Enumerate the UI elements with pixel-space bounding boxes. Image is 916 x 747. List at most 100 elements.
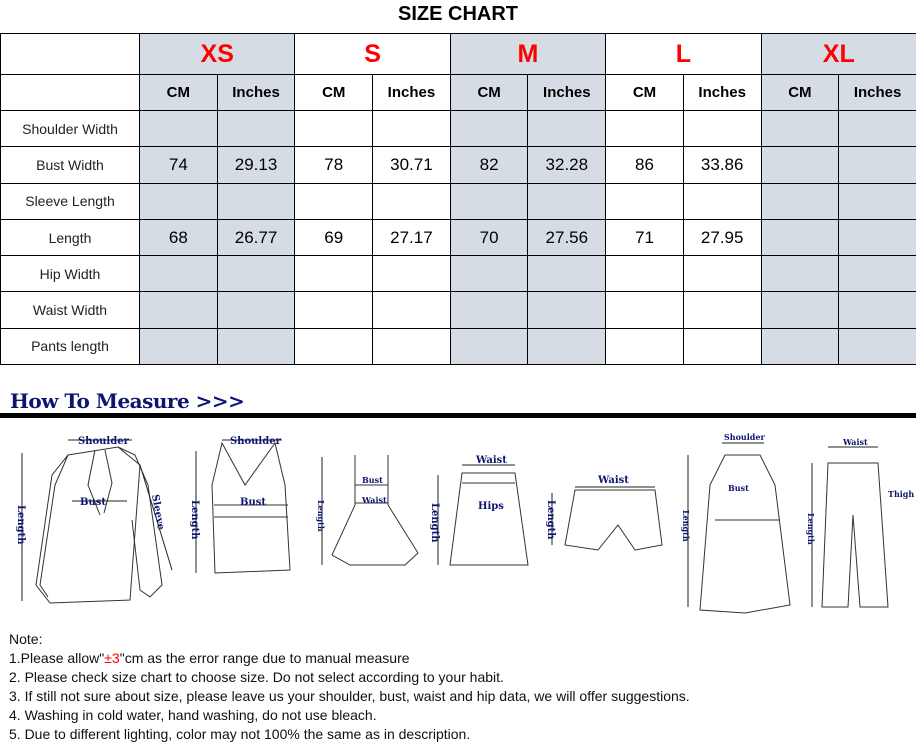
measurement-cell: 29.13 bbox=[216, 146, 296, 184]
size-chart-table: XS S M L XL CM Inches CM Inches CM Inches CM Inches C… bbox=[0, 33, 916, 366]
measurement-cell bbox=[760, 291, 840, 329]
measurement-cell bbox=[216, 255, 296, 293]
measurement-cell: 70 bbox=[449, 218, 529, 257]
measurement-cell bbox=[527, 291, 607, 329]
skirt-illustration bbox=[437, 464, 529, 566]
label-length: Length bbox=[806, 513, 816, 545]
label-shoulder: Shoulder bbox=[724, 432, 765, 442]
measurement-cell bbox=[760, 146, 840, 184]
shorts-illustration bbox=[551, 486, 663, 551]
pants-illustration bbox=[811, 446, 889, 608]
measurement-cell: 71 bbox=[605, 218, 684, 257]
measurement-cell bbox=[682, 291, 762, 329]
row-label: Bust Width bbox=[0, 146, 140, 184]
label-hips: Hips bbox=[478, 501, 504, 512]
measurement-cell bbox=[760, 218, 840, 257]
measurement-cell bbox=[139, 327, 218, 366]
measurement-cell bbox=[682, 255, 762, 293]
coat-illustration bbox=[687, 442, 791, 614]
notes-heading: Note: bbox=[9, 631, 43, 647]
unit-header-row: CM Inches CM Inches CM Inches CM Inches CM Inches bbox=[0, 74, 916, 111]
measurement-cell bbox=[682, 109, 762, 148]
notes: Note: 1.Please allow"±3"cm as the error … bbox=[9, 630, 690, 744]
measurement-cell bbox=[838, 109, 916, 148]
measurement-cell bbox=[527, 255, 607, 293]
size-header-s: S bbox=[294, 33, 451, 75]
measurement-cell bbox=[838, 291, 916, 329]
unit-header: CM bbox=[449, 74, 529, 111]
unit-header: Inches bbox=[216, 74, 296, 111]
measurement-cell: 82 bbox=[449, 146, 529, 184]
measurement-cell bbox=[294, 182, 374, 220]
measurement-cell bbox=[605, 182, 684, 220]
measurement-cell bbox=[838, 182, 916, 220]
measurement-cell bbox=[139, 255, 218, 293]
table-row: Length 68 26.77 69 27.17 70 27.56 71 27.95 bbox=[0, 218, 916, 257]
label-waist: Waist bbox=[361, 495, 387, 505]
label-waist: Waist bbox=[842, 437, 868, 447]
unit-header: Inches bbox=[838, 74, 916, 111]
table-row: Hip Width bbox=[0, 255, 916, 293]
note-5: 5. Due to different lighting, color may … bbox=[9, 726, 471, 742]
measurement-cell bbox=[294, 109, 374, 148]
measurement-cell bbox=[605, 109, 684, 148]
measurement-cell: 69 bbox=[294, 218, 374, 257]
unit-header: Inches bbox=[372, 74, 451, 111]
size-header-xs: XS bbox=[138, 33, 296, 75]
measurement-cell bbox=[216, 109, 296, 148]
unit-header: CM bbox=[605, 74, 684, 111]
label-waist: Waist bbox=[475, 455, 507, 466]
corner-cell bbox=[0, 74, 140, 111]
row-label: Length bbox=[0, 218, 140, 257]
measurement-cell bbox=[294, 255, 374, 293]
measurement-cell bbox=[527, 327, 607, 366]
measurement-cell bbox=[682, 327, 762, 366]
label-length: Length bbox=[681, 510, 691, 542]
measurement-cell bbox=[216, 327, 296, 366]
label-bust: Bust bbox=[362, 475, 383, 485]
measurement-cell bbox=[216, 291, 296, 329]
measurement-cell: 33.86 bbox=[682, 146, 762, 184]
row-label: Waist Width bbox=[0, 291, 140, 329]
unit-header: CM bbox=[139, 74, 218, 111]
note-1: 1.Please allow"±3"cm as the error range … bbox=[9, 650, 410, 666]
note-2: 2. Please check size chart to choose siz… bbox=[9, 669, 504, 685]
table-row: Waist Width bbox=[0, 291, 916, 329]
measurement-cell bbox=[372, 182, 451, 220]
row-label: Hip Width bbox=[0, 255, 140, 293]
label-length: Length bbox=[545, 500, 556, 540]
measurement-cell bbox=[449, 291, 529, 329]
label-waist: Waist bbox=[597, 475, 629, 486]
measurement-cell bbox=[294, 327, 374, 366]
table-row: Pants length bbox=[0, 327, 916, 366]
label-length: Length bbox=[316, 500, 326, 532]
measurement-cell bbox=[449, 182, 529, 220]
unit-header: Inches bbox=[527, 74, 607, 111]
note-4: 4. Washing in cold water, hand washing, … bbox=[9, 707, 377, 723]
size-header-xl: XL bbox=[760, 33, 916, 75]
size-header-m: M bbox=[449, 33, 607, 75]
measurement-cell bbox=[449, 255, 529, 293]
label-length: Length bbox=[15, 505, 26, 545]
table-row: Shoulder Width bbox=[0, 109, 916, 148]
measurement-cell bbox=[527, 109, 607, 148]
measurement-cell bbox=[838, 146, 916, 184]
measurement-cell bbox=[449, 327, 529, 366]
measurement-cell: 86 bbox=[605, 146, 684, 184]
label-bust: Bust bbox=[240, 497, 266, 508]
how-to-measure-heading: How To Measure >>> bbox=[10, 389, 245, 413]
measurement-cell: 74 bbox=[139, 146, 218, 184]
dress-illustration bbox=[321, 455, 419, 566]
measurement-cell bbox=[838, 255, 916, 293]
tolerance-value: ±3 bbox=[104, 650, 120, 666]
measurement-cell: 27.95 bbox=[682, 218, 762, 257]
measurement-cell bbox=[760, 182, 840, 220]
tank-top-illustration bbox=[195, 439, 291, 574]
table-row: Sleeve Length bbox=[0, 182, 916, 220]
measurement-cell bbox=[372, 255, 451, 293]
measurement-cell bbox=[605, 255, 684, 293]
page-title: SIZE CHART bbox=[398, 3, 518, 25]
measurement-cell bbox=[838, 218, 916, 257]
row-label: Sleeve Length bbox=[0, 182, 140, 220]
measurement-cell bbox=[682, 182, 762, 220]
